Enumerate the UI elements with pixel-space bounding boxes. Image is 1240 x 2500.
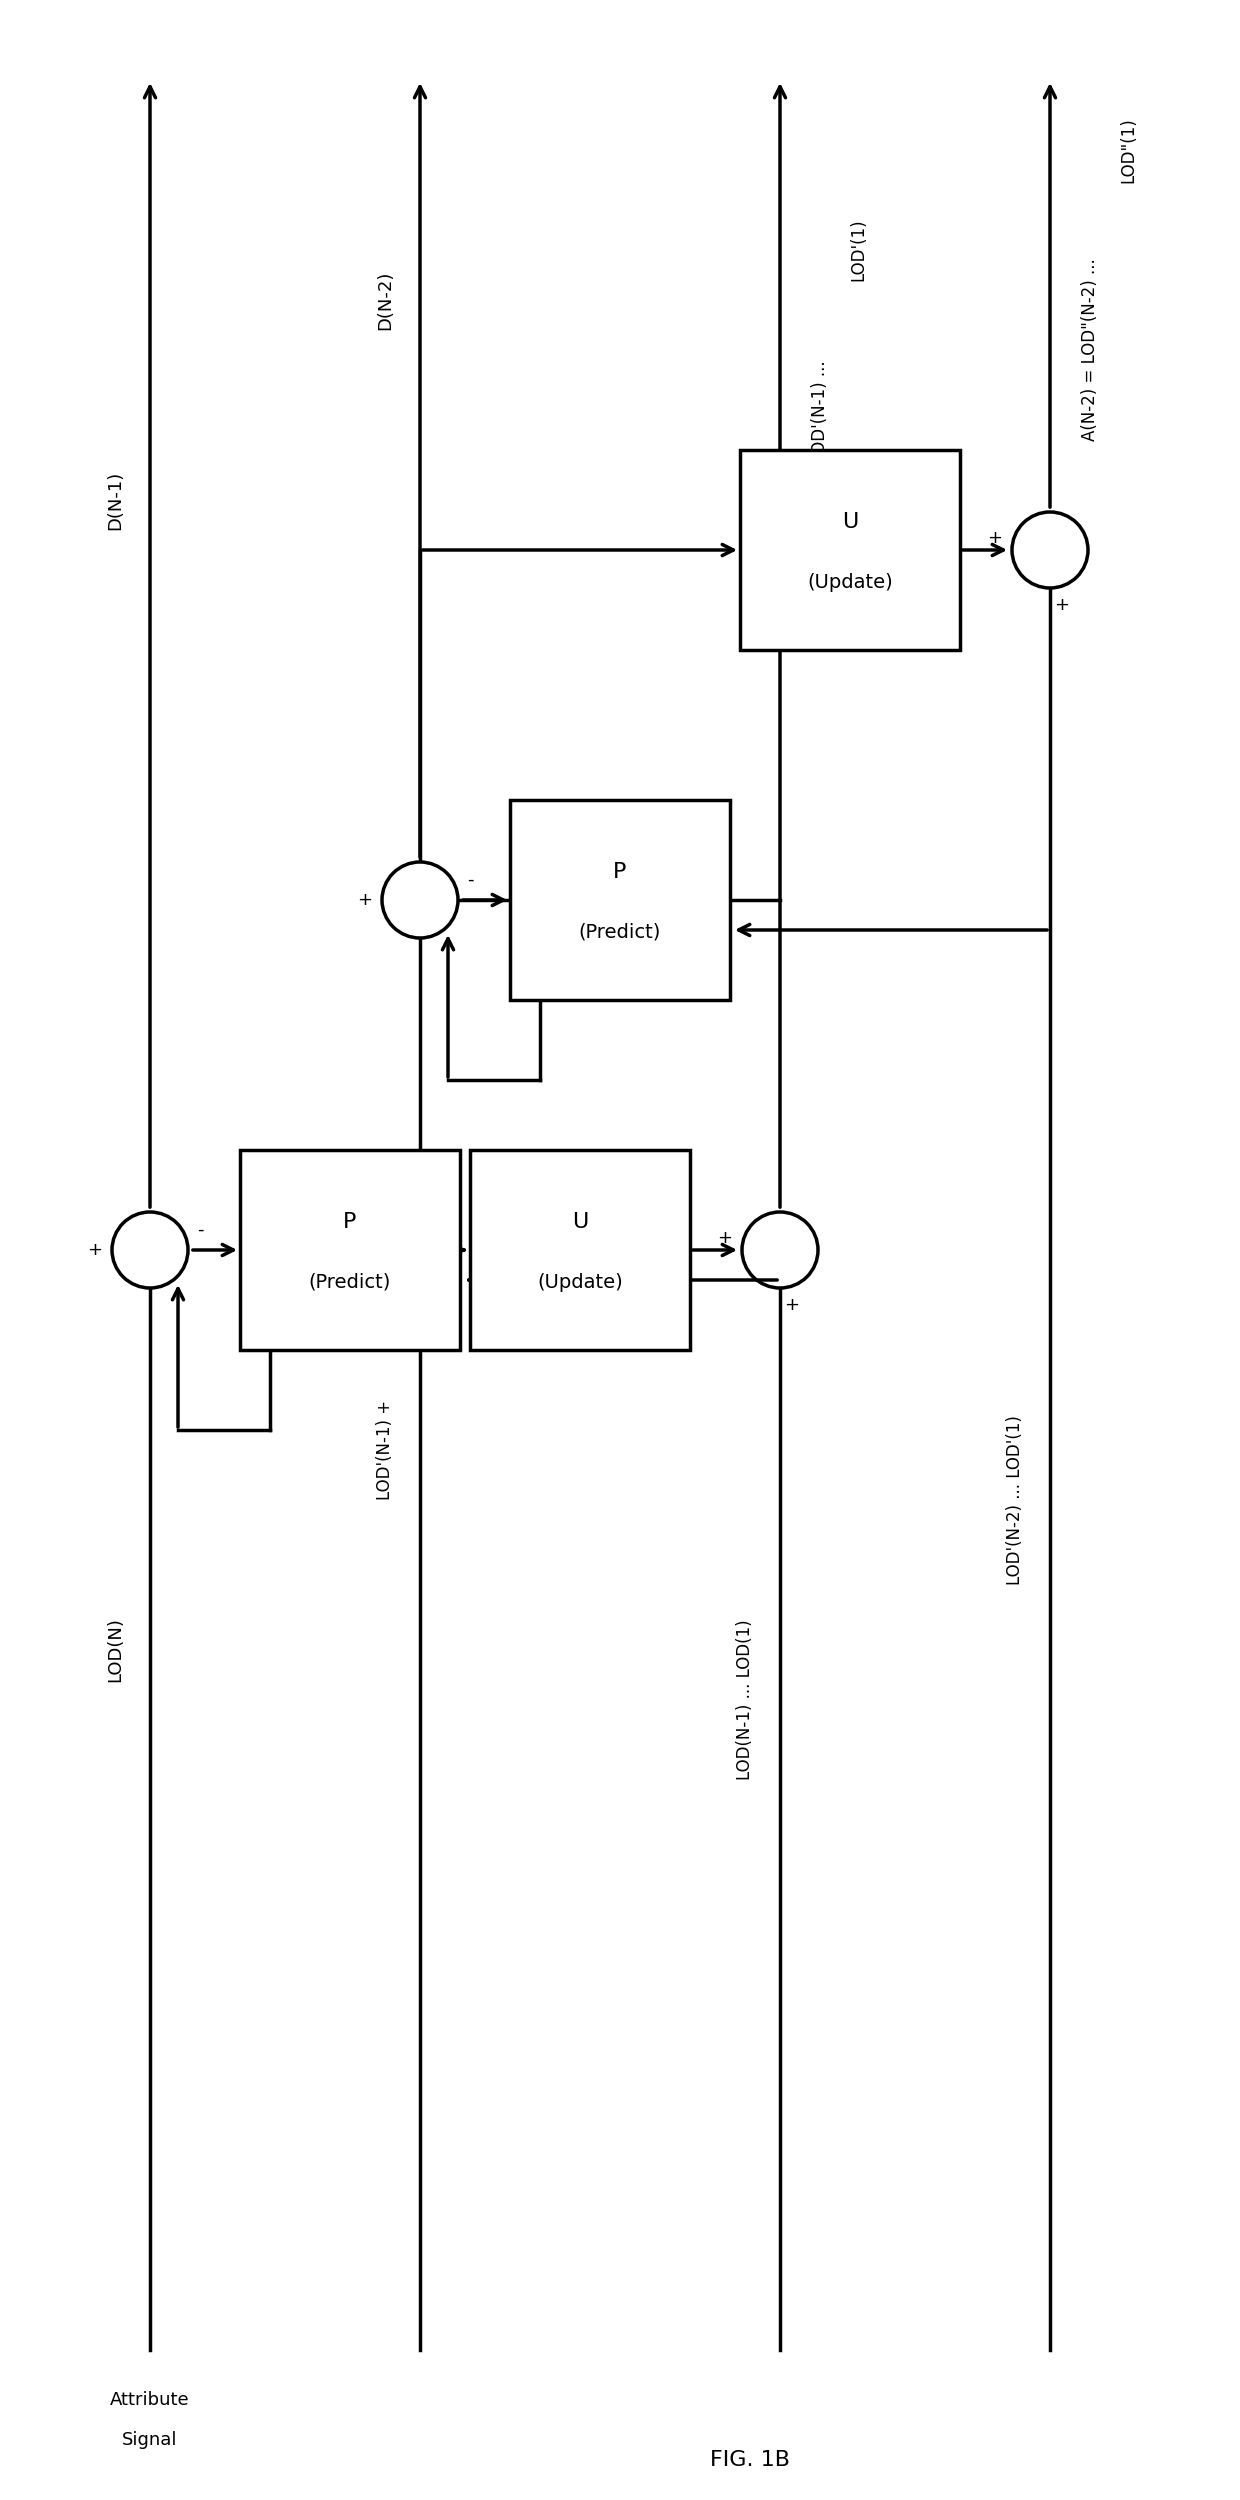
Text: -: - xyxy=(197,1220,203,1240)
Text: +: + xyxy=(357,890,372,910)
Text: LOD(N-1) ... LOD(1): LOD(N-1) ... LOD(1) xyxy=(737,1620,754,1780)
Text: +: + xyxy=(1054,595,1069,615)
Text: (Predict): (Predict) xyxy=(579,922,661,942)
Text: LOD"(1): LOD"(1) xyxy=(1118,118,1137,182)
Text: P: P xyxy=(343,1212,357,1232)
Text: Attribute: Attribute xyxy=(110,2390,190,2410)
Text: FIG. 1B: FIG. 1B xyxy=(711,2450,790,2470)
Text: D(N-2): D(N-2) xyxy=(376,270,394,330)
Text: (Update): (Update) xyxy=(537,1272,622,1292)
Text: -: - xyxy=(466,870,474,890)
Text: P: P xyxy=(614,862,626,882)
FancyBboxPatch shape xyxy=(241,1150,460,1350)
Text: LOD'(N-1) +: LOD'(N-1) + xyxy=(376,1400,394,1500)
FancyBboxPatch shape xyxy=(470,1150,689,1350)
Text: LOD'(N-2) ... LOD'(1): LOD'(N-2) ... LOD'(1) xyxy=(1006,1415,1024,1585)
Text: +: + xyxy=(88,1240,103,1260)
FancyBboxPatch shape xyxy=(740,450,960,650)
Text: +: + xyxy=(987,530,1002,548)
Text: U: U xyxy=(842,512,858,532)
Text: Signal: Signal xyxy=(123,2430,177,2450)
Text: (Update): (Update) xyxy=(807,572,893,592)
FancyBboxPatch shape xyxy=(510,800,730,1000)
Text: LOD(N): LOD(N) xyxy=(105,1618,124,1682)
Text: A(N-1) = LOD'(N-1) ...: A(N-1) = LOD'(N-1) ... xyxy=(811,360,830,540)
Text: (Predict): (Predict) xyxy=(309,1272,391,1292)
Text: +: + xyxy=(785,1295,800,1315)
Text: LOD'(1): LOD'(1) xyxy=(849,217,867,282)
Text: D(N-1): D(N-1) xyxy=(105,470,124,530)
Text: U: U xyxy=(572,1212,588,1232)
Text: A(N-2) = LOD"(N-2) ...: A(N-2) = LOD"(N-2) ... xyxy=(1081,258,1099,442)
Text: +: + xyxy=(718,1230,733,1248)
